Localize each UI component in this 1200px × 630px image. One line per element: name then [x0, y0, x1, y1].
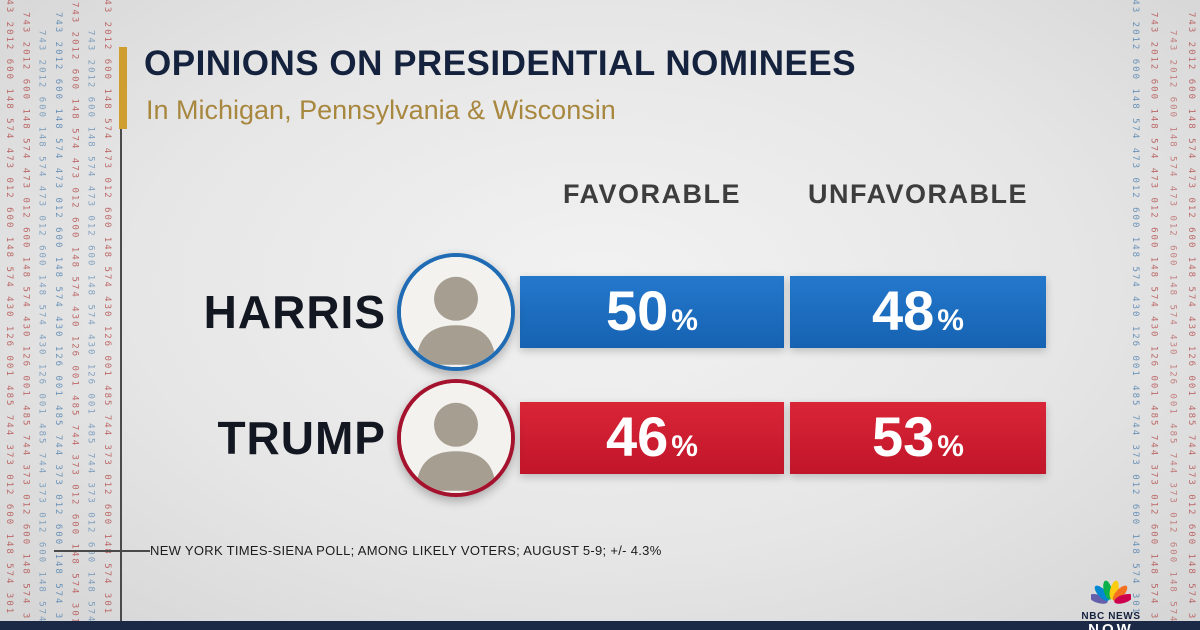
person-silhouette-icon [401, 257, 511, 367]
decorative-digits-column: 743 2012 600 148 574 473 012 600 148 574… [86, 30, 96, 630]
source-rule [54, 550, 150, 552]
decorative-digits-column: 743 2012 600 148 574 473 012 600 148 574… [1186, 12, 1196, 630]
decorative-digits-column: 743 2012 600 148 574 473 012 600 148 574… [102, 0, 112, 630]
harris-photo [397, 253, 515, 371]
poll-row-trump: TRUMP 46% 53% [0, 379, 1200, 497]
decorative-digits-column: 743 2012 600 148 574 473 012 600 148 574… [20, 12, 30, 630]
nbc-peacock-icon [1091, 580, 1131, 604]
trump-unfavorable-value: 53 [872, 405, 935, 468]
page-title: OPINIONS ON PRESIDENTIAL NOMINEES [144, 44, 857, 83]
harris-unfavorable-bar: 48% [790, 276, 1046, 348]
decorative-digits-column: 743 2012 600 148 574 473 012 600 148 574… [1130, 0, 1140, 630]
trump-favorable-bar: 46% [520, 402, 784, 474]
person-silhouette-icon [401, 383, 511, 493]
percent-sign: % [671, 430, 698, 463]
vertical-rule [120, 129, 122, 630]
page-subtitle: In Michigan, Pennsylvania & Wisconsin [146, 95, 616, 125]
title-accent-bar [119, 47, 127, 129]
percent-sign: % [937, 430, 964, 463]
candidate-name-harris: HARRIS [203, 286, 386, 338]
decorative-digits-column: 743 2012 600 148 574 473 012 600 148 574… [1149, 12, 1159, 630]
decorative-digits-column: 743 2012 600 148 574 473 012 600 148 574… [69, 2, 79, 630]
bottom-strip [0, 621, 1200, 630]
trump-unfavorable-bar: 53% [790, 402, 1046, 474]
decorative-digits-column: 743 2012 600 148 574 473 012 600 148 574… [4, 0, 14, 630]
now-wordmark: NOW [1088, 620, 1134, 630]
trump-photo [397, 379, 515, 497]
decorative-digits-right: 743 2012 600 148 574 473 012 600 148 574… [1130, 0, 1196, 630]
decorative-digits-column: 743 2012 600 148 574 473 012 600 148 574… [1167, 30, 1177, 630]
column-header-favorable: FAVORABLE [562, 179, 741, 209]
decorative-digits-left: 743 2012 600 148 574 473 012 600 148 574… [4, 0, 112, 630]
decorative-digits-column: 743 2012 600 148 574 473 012 600 148 574… [37, 30, 47, 630]
column-header-unfavorable: UNFAVORABLE [807, 179, 1028, 209]
decorative-digits-column: 743 2012 600 148 574 473 012 600 148 574… [53, 12, 63, 630]
percent-sign: % [671, 304, 698, 337]
poll-row-harris: HARRIS 50% 48% [0, 253, 1200, 371]
nbc-news-wordmark: NBC NEWS [1081, 610, 1141, 622]
source-attribution: NEW YORK TIMES-SIENA POLL; AMONG LIKELY … [150, 543, 662, 558]
trump-favorable-value: 46 [606, 405, 669, 468]
harris-unfavorable-value: 48 [872, 279, 935, 342]
nbc-news-now-logo: NBC NEWS NOW [1066, 580, 1156, 630]
harris-favorable-value: 50 [606, 279, 669, 342]
candidate-name-trump: TRUMP [217, 412, 386, 464]
percent-sign: % [937, 304, 964, 337]
harris-favorable-bar: 50% [520, 276, 784, 348]
